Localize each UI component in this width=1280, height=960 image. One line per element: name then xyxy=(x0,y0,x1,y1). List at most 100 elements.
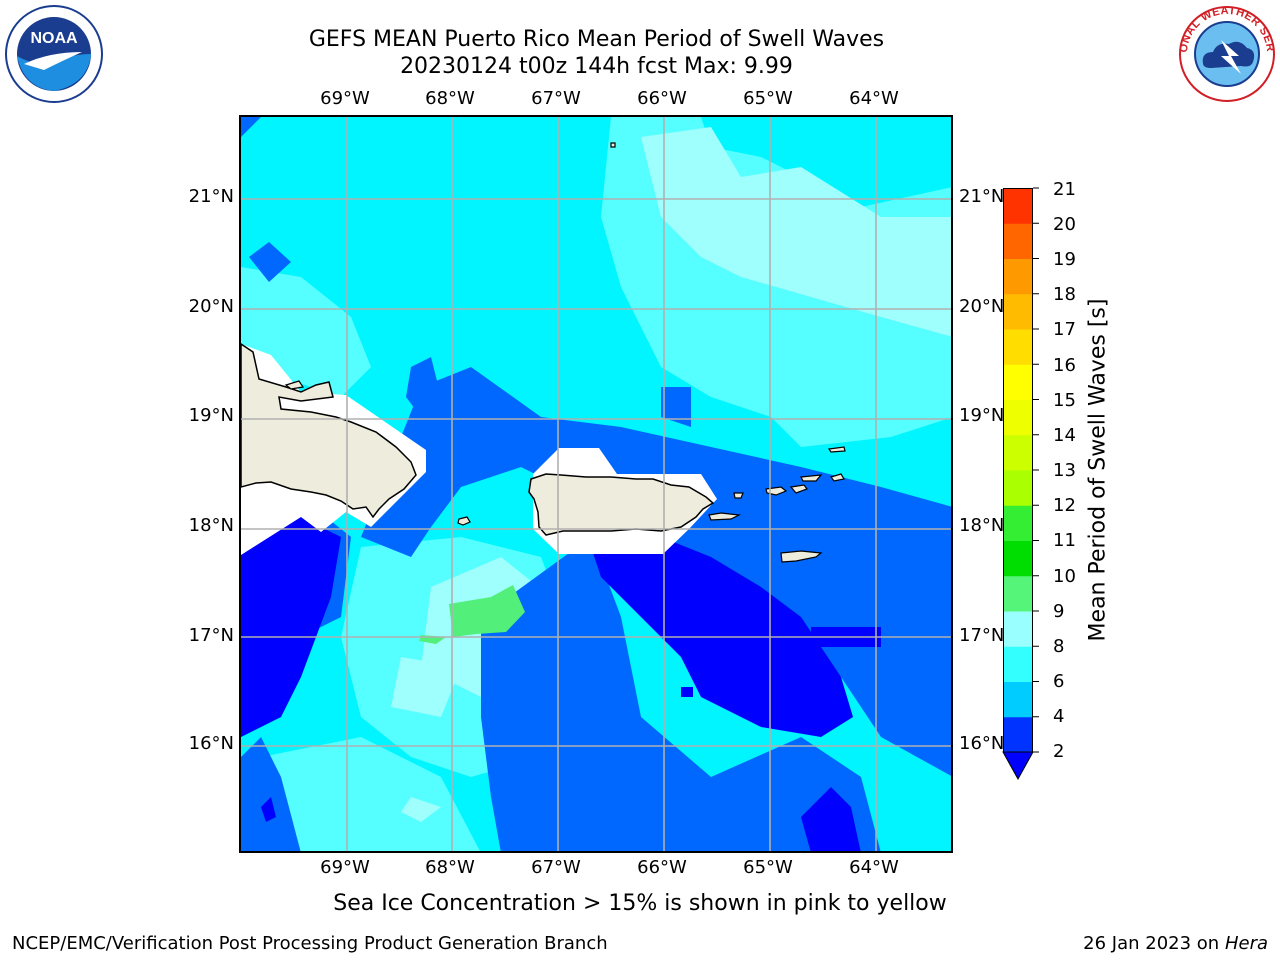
land-st-thomas xyxy=(765,486,788,496)
lat-tick-right: 21°N xyxy=(959,186,1005,207)
colorbar-tick: 21 xyxy=(1053,179,1076,200)
colorbar-segment xyxy=(1003,575,1033,612)
contour-under-2 xyxy=(681,687,693,697)
colorbar-tick: 4 xyxy=(1053,706,1065,727)
lat-tick-left: 18°N xyxy=(188,515,234,536)
contour-8-9 xyxy=(401,797,441,822)
contour-8-9 xyxy=(641,127,951,337)
colorbar-tick: 9 xyxy=(1053,601,1065,622)
colorbar-label: Mean Period of Swell Waves [s] xyxy=(1085,298,1111,642)
footer-date: 26 Jan 2023 on Hera xyxy=(1083,933,1268,954)
colorbar-tick: 17 xyxy=(1053,319,1076,340)
lon-tick-bottom: 68°W xyxy=(425,857,475,878)
lon-tick-bottom: 69°W xyxy=(320,857,370,878)
colorbar-tick: 13 xyxy=(1053,460,1076,481)
colorbar-outline xyxy=(1003,188,1033,753)
swell-period-map xyxy=(241,117,951,851)
land-tortola xyxy=(800,474,823,482)
colorbar-tick: 16 xyxy=(1053,355,1076,376)
colorbar-segment xyxy=(1003,399,1033,436)
colorbar-tick: 8 xyxy=(1053,636,1065,657)
lon-tick-top: 69°W xyxy=(320,88,370,109)
lat-tick-left: 21°N xyxy=(188,186,234,207)
lat-tick-right: 19°N xyxy=(959,405,1005,426)
colorbar-tick: 11 xyxy=(1053,530,1076,551)
contour-2-4 xyxy=(241,737,301,851)
colorbar-segment xyxy=(1003,293,1033,330)
lon-tick-bottom: 64°W xyxy=(849,857,899,878)
colorbar-tick: 14 xyxy=(1053,425,1076,446)
chart-subtitle: 20230124 t00z 144h fcst Max: 9.99 xyxy=(400,54,793,79)
land-vieques xyxy=(708,512,742,521)
contour-under-2 xyxy=(261,797,276,822)
colorbar-tick: 2 xyxy=(1053,741,1065,762)
lon-tick-top: 66°W xyxy=(637,88,687,109)
contour-2-4 xyxy=(661,387,691,427)
footer-credit: NCEP/EMC/Verification Post Processing Pr… xyxy=(12,933,608,954)
contour-9-10 xyxy=(449,585,525,637)
gridlines xyxy=(241,117,951,851)
colorbar-segment xyxy=(1003,681,1033,718)
lon-tick-top: 64°W xyxy=(849,88,899,109)
colorbar-segment xyxy=(1003,223,1033,259)
nws-logo-icon: NATIONAL WEATHER SERVICE xyxy=(1176,4,1276,102)
contour-6-8 xyxy=(261,737,480,851)
colorbar-tick: 15 xyxy=(1053,390,1076,411)
colorbar-segment xyxy=(1003,540,1033,577)
land-islet xyxy=(610,142,616,148)
colorbar xyxy=(1002,187,1039,781)
chart-title: GEFS MEAN Puerto Rico Mean Period of Swe… xyxy=(308,27,885,52)
lon-tick-top: 68°W xyxy=(425,88,475,109)
land-st-john xyxy=(789,484,808,494)
sea-ice-note: Sea Ice Concentration > 15% is shown in … xyxy=(333,891,947,916)
land-hispaniola xyxy=(241,343,417,519)
footer-host: Hera xyxy=(1224,933,1268,954)
lon-tick-top: 65°W xyxy=(743,88,793,109)
colorbar-segment xyxy=(1003,258,1033,295)
colorbar-segment xyxy=(1003,329,1033,365)
colorbar-segment xyxy=(1003,505,1033,541)
lat-tick-left: 19°N xyxy=(188,405,234,426)
land-culebra xyxy=(733,492,744,499)
lat-tick-right: 17°N xyxy=(959,625,1005,646)
lon-tick-bottom: 67°W xyxy=(531,857,581,878)
colorbar-segment xyxy=(1003,364,1033,400)
lat-tick-left: 20°N xyxy=(188,296,234,317)
land-virgin-gorda xyxy=(830,473,845,482)
contour-under-2 xyxy=(241,517,341,737)
colorbar-segment xyxy=(1003,470,1033,506)
colorbar-segment xyxy=(1003,646,1033,682)
colorbar-tick: 19 xyxy=(1053,249,1076,270)
land-mona-island xyxy=(457,516,471,526)
land-islet xyxy=(284,380,305,390)
noaa-logo-text: NOAA xyxy=(30,30,78,47)
land-st-croix xyxy=(780,550,823,563)
lon-tick-bottom: 65°W xyxy=(743,857,793,878)
colorbar-segment xyxy=(1003,611,1033,647)
lat-tick-left: 17°N xyxy=(188,625,234,646)
contour-2-4 xyxy=(241,117,261,137)
footer-date-text: 26 Jan 2023 on xyxy=(1083,933,1225,954)
contour-2-4 xyxy=(481,537,881,851)
contour-under-2 xyxy=(801,787,861,851)
colorbar-tick: 6 xyxy=(1053,671,1065,692)
colorbar-tick: 18 xyxy=(1053,284,1076,305)
map-plot-area xyxy=(239,115,953,853)
colorbar-tick: 20 xyxy=(1053,214,1076,235)
colorbar-tick: 12 xyxy=(1053,495,1076,516)
contour-2-4 xyxy=(249,242,291,282)
colorbar-segment xyxy=(1003,188,1033,224)
land-puerto-rico xyxy=(528,473,715,536)
lat-tick-right: 20°N xyxy=(959,296,1005,317)
colorbar-segment xyxy=(1003,716,1033,753)
lat-tick-left: 16°N xyxy=(188,733,234,754)
colorbar-tick: 10 xyxy=(1053,566,1076,587)
contour-8-9 xyxy=(391,657,461,717)
lat-tick-right: 18°N xyxy=(959,515,1005,536)
contour-2-4 xyxy=(406,357,441,417)
colorbar-extend-triangle xyxy=(1002,751,1034,781)
colorbar-segment xyxy=(1003,434,1033,471)
land-anegada xyxy=(827,446,846,453)
lon-tick-top: 67°W xyxy=(531,88,581,109)
lat-tick-right: 16°N xyxy=(959,733,1005,754)
